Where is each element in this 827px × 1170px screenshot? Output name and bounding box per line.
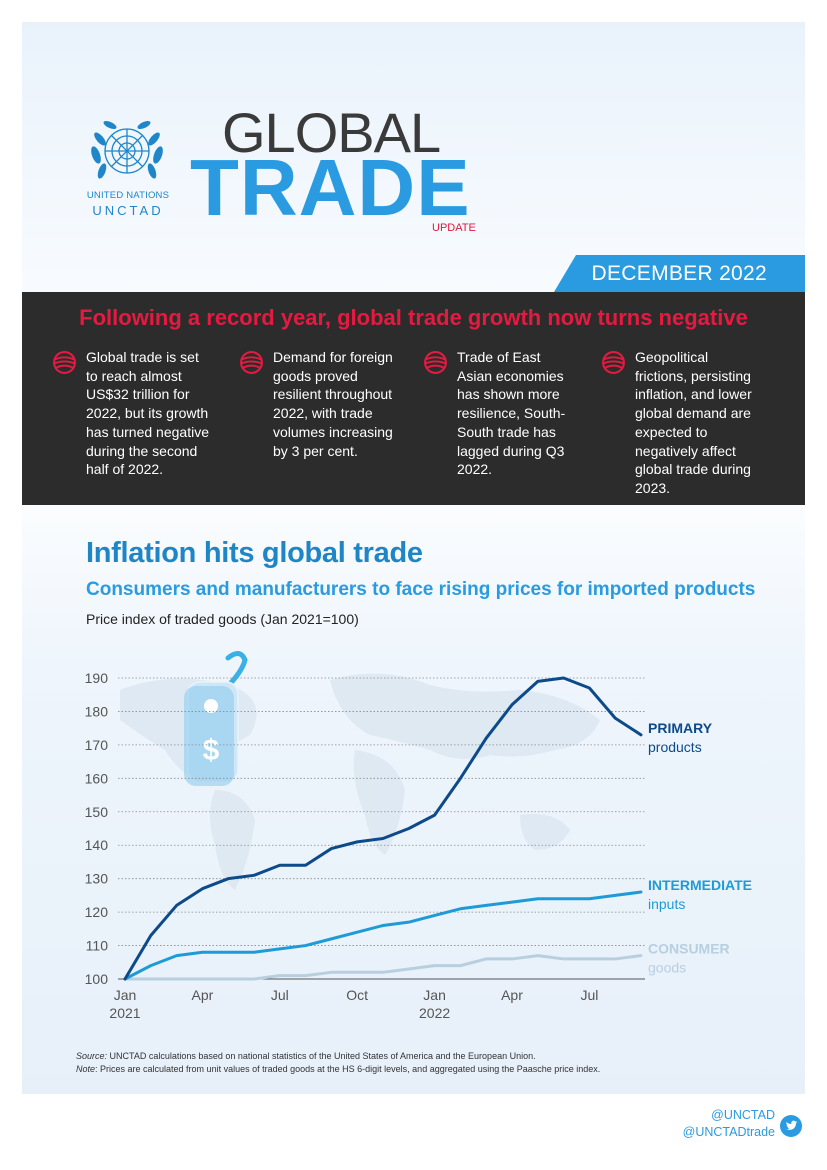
- note-text: : Prices are calculated from unit values…: [95, 1064, 601, 1074]
- y-tick-label: 190: [85, 670, 109, 686]
- x-tick-year-label: 2021: [109, 1005, 140, 1021]
- key-point-text: Trade of East Asian economies has shown …: [457, 349, 566, 478]
- twitter-icon[interactable]: [780, 1115, 802, 1137]
- price-index-chart: $ 100 110 120 130 140 150 160 170 180 190 Jan 2021…: [85, 651, 752, 1021]
- org-name: UNITED NATIONS: [86, 190, 170, 201]
- key-point-1: Global trade is set to reach almost US$3…: [53, 348, 214, 479]
- background-panel: [22, 22, 805, 1094]
- x-tick-label: Apr: [192, 987, 214, 1003]
- source-note: Source: UNCTAD calculations based on nat…: [76, 1050, 600, 1076]
- legend-sub-consumer: goods: [648, 960, 686, 976]
- key-point-3: Trade of East Asian economies has shown …: [424, 348, 567, 479]
- key-point-text: Global trade is set to reach almost US$3…: [86, 349, 209, 478]
- y-tick-label: 160: [85, 770, 109, 786]
- x-tick-label: Oct: [346, 987, 368, 1003]
- org-sub: UNCTAD: [92, 203, 164, 218]
- section-title: Inflation hits global trade: [86, 537, 423, 569]
- chart-label: Price index of traded goods (Jan 2021=10…: [86, 611, 359, 627]
- twitter-handle[interactable]: @UNCTAD: [711, 1108, 775, 1122]
- dollar-sign-icon: $: [203, 734, 220, 767]
- legend-sub-primary: products: [648, 739, 702, 755]
- headline: Following a record year, global trade gr…: [79, 305, 748, 330]
- title-global: GLOBAL: [222, 101, 441, 164]
- y-tick-label: 110: [86, 938, 109, 954]
- x-tick-label: Jul: [271, 987, 289, 1003]
- key-point-text: Geopolitical frictions, persisting infla…: [635, 349, 752, 496]
- x-tick-label: Jan: [423, 987, 446, 1003]
- y-tick-label: 120: [85, 904, 109, 920]
- y-tick-label: 170: [85, 737, 109, 753]
- note-line: Note: Prices are calculated from unit va…: [76, 1063, 600, 1076]
- key-point-2: Demand for foreign goods proved resilien…: [240, 348, 393, 460]
- x-tick-label: Jul: [580, 987, 598, 1003]
- section-subtitle: Consumers and manufacturers to face risi…: [86, 579, 756, 600]
- note-label: Note: [76, 1064, 96, 1074]
- x-tick-label: Jan: [114, 987, 137, 1003]
- y-tick-label: 180: [85, 703, 109, 719]
- source-label: Source:: [76, 1051, 108, 1061]
- source-text: UNCTAD calculations based on national st…: [107, 1051, 536, 1061]
- legend-label-intermediate: INTERMEDIATE: [648, 877, 752, 893]
- key-point-text: Demand for foreign goods proved resilien…: [273, 349, 393, 459]
- legend-label-primary: PRIMARY: [648, 720, 713, 736]
- legend-label-consumer: CONSUMER: [648, 941, 730, 957]
- legend-sub-intermediate: inputs: [648, 896, 685, 912]
- title-update: UPDATE: [432, 222, 476, 234]
- date-text: DECEMBER 2022: [591, 262, 767, 285]
- y-tick-label: 150: [85, 804, 109, 820]
- series-line-primary: [123, 676, 643, 981]
- y-tick-label: 140: [85, 837, 109, 853]
- summary-band: Following a record year, global trade gr…: [22, 292, 805, 505]
- y-tick-label: 100: [85, 971, 109, 987]
- date-banner: DECEMBER 2022: [554, 255, 805, 292]
- twitter-handles: @UNCTAD @UNCTADtrade: [683, 1107, 775, 1141]
- series-line-intermediate: [123, 890, 643, 981]
- globe-bullet-icon: [53, 351, 76, 374]
- source-line: Source: UNCTAD calculations based on nat…: [76, 1050, 600, 1063]
- globe-bullet-icon: [602, 351, 625, 374]
- price-tag-icon: $: [184, 651, 248, 786]
- un-emblem-icon: [91, 120, 163, 179]
- x-tick-year-label: 2022: [419, 1005, 450, 1021]
- globe-bullet-icon: [240, 351, 263, 374]
- twitter-handle[interactable]: @UNCTADtrade: [682, 1125, 775, 1139]
- key-point-4: Geopolitical frictions, persisting infla…: [602, 348, 763, 498]
- title-trade: TRADE: [190, 143, 471, 232]
- series-line-consumer: [123, 954, 643, 981]
- globe-bullet-icon: [424, 351, 447, 374]
- un-wordmark: UNITED NATIONS UNCTAD: [78, 190, 178, 218]
- y-tick-label: 130: [85, 871, 109, 887]
- x-tick-label: Apr: [501, 987, 523, 1003]
